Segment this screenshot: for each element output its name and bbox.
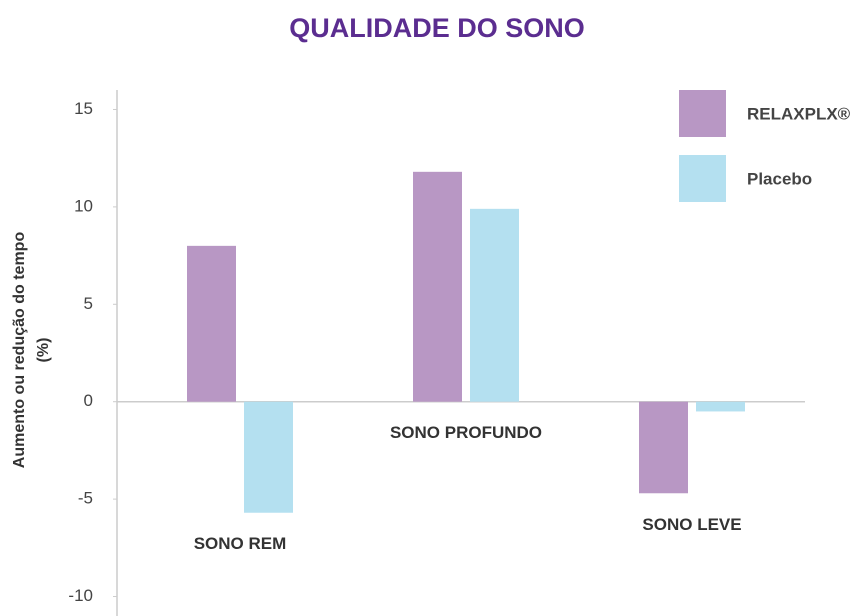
y-tick-label: 10 — [74, 196, 93, 215]
legend-swatch — [679, 90, 726, 137]
bar — [639, 401, 688, 494]
y-tick-label: 15 — [74, 99, 93, 118]
y-tick-label: 5 — [84, 294, 93, 313]
bar — [696, 401, 745, 412]
y-tick-label: 0 — [84, 391, 93, 410]
legend-label: RELAXPLX® — [747, 104, 851, 123]
bar — [413, 171, 462, 402]
bar — [244, 401, 293, 513]
x-tick-label: SONO LEVE — [642, 515, 741, 534]
bar — [187, 245, 236, 402]
y-tick-label: -5 — [78, 489, 93, 508]
y-tick-label: -10 — [68, 586, 93, 605]
y-axis-label-line: (%) — [35, 338, 52, 363]
y-axis-label-line: Aumento ou redução do tempo — [11, 232, 28, 469]
legend-swatch — [679, 155, 726, 202]
chart-title: QUALIDADE DO SONO — [289, 13, 585, 43]
x-tick-label: SONO REM — [194, 534, 287, 553]
bar — [470, 208, 519, 402]
legend-label: Placebo — [747, 169, 812, 188]
y-axis-label: Aumento ou redução do tempo (%) — [11, 232, 52, 469]
x-tick-label: SONO PROFUNDO — [390, 423, 542, 442]
